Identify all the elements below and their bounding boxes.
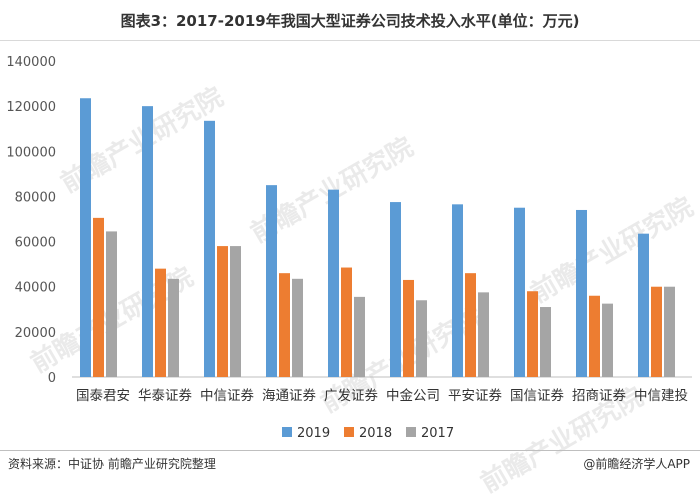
- bar-2018: [651, 286, 662, 377]
- y-tick-label: 80000: [15, 190, 56, 205]
- bar-2017: [602, 303, 613, 377]
- legend-swatch-2018: [344, 427, 354, 437]
- bar-2019: [576, 209, 587, 377]
- bar-chart: 0 20000 40000 60000 80000 100000 120000 140000 国…: [6, 55, 692, 441]
- x-tick-label: 平安证券: [448, 388, 502, 404]
- bar-2018: [403, 279, 414, 377]
- bar-2017: [416, 300, 427, 377]
- bar-2019: [638, 233, 649, 377]
- bar-2019: [142, 106, 153, 378]
- y-tick-label: 140000: [6, 55, 56, 70]
- chart-title-container: 图表3：2017-2019年我国大型证券公司技术投入水平(单位：万元): [0, 0, 700, 40]
- legend-label: 2019: [297, 426, 330, 441]
- bar-2018: [341, 267, 352, 377]
- bar-2017: [168, 278, 179, 377]
- bar-2019: [390, 202, 401, 377]
- bar-2018: [465, 273, 476, 377]
- x-tick-label: 中信证券: [200, 388, 254, 404]
- legend-swatch-2019: [282, 427, 292, 437]
- x-tick-label: 国信证券: [510, 388, 564, 404]
- bar-2018: [279, 273, 290, 377]
- y-tick-label: 0: [48, 371, 56, 386]
- bar-2017: [664, 286, 675, 377]
- bar-2017: [354, 296, 365, 377]
- x-tick-label: 招商证券: [572, 388, 626, 404]
- chart-title: 图表3：2017-2019年我国大型证券公司技术投入水平(单位：万元): [120, 11, 580, 30]
- y-tick-label: 40000: [15, 281, 56, 296]
- bar-2019: [266, 185, 277, 377]
- bar-2017: [478, 292, 489, 377]
- bar-2017: [106, 231, 117, 377]
- footer-divider: [0, 450, 700, 451]
- x-tick-label: 中信建投: [634, 388, 688, 404]
- brand-label: @前瞻经济学人APP: [583, 457, 690, 471]
- bar-2019: [514, 207, 525, 377]
- y-tick-label: 100000: [6, 145, 56, 160]
- x-tick-label: 华泰证券: [138, 388, 192, 404]
- legend-label: 2018: [359, 426, 392, 441]
- bar-2018: [155, 268, 166, 377]
- x-tick-label: 广发证券: [324, 388, 378, 404]
- legend-swatch-2017: [406, 427, 416, 437]
- bar-2019: [204, 120, 215, 378]
- bar-2018: [589, 295, 600, 377]
- bar-2019: [80, 98, 91, 377]
- x-tick-label: 中金公司: [386, 388, 440, 404]
- title-divider: [0, 40, 700, 41]
- y-tick-label: 120000: [6, 100, 56, 115]
- bar-2018: [93, 217, 104, 377]
- bar-2017: [292, 278, 303, 377]
- x-tick-label: 海通证券: [262, 388, 316, 404]
- bar-2017: [230, 246, 241, 377]
- y-tick-label: 60000: [15, 236, 56, 251]
- x-tick-label: 国泰君安: [76, 388, 130, 404]
- bar-2017: [540, 307, 551, 377]
- source-note: 资料来源：中证协 前瞻产业研究院整理: [8, 457, 216, 471]
- bar-2019: [452, 204, 463, 377]
- bar-2019: [328, 189, 339, 377]
- bar-2018: [527, 291, 538, 377]
- legend-label: 2017: [421, 426, 454, 441]
- bar-2018: [217, 246, 228, 377]
- y-tick-label: 20000: [15, 326, 56, 341]
